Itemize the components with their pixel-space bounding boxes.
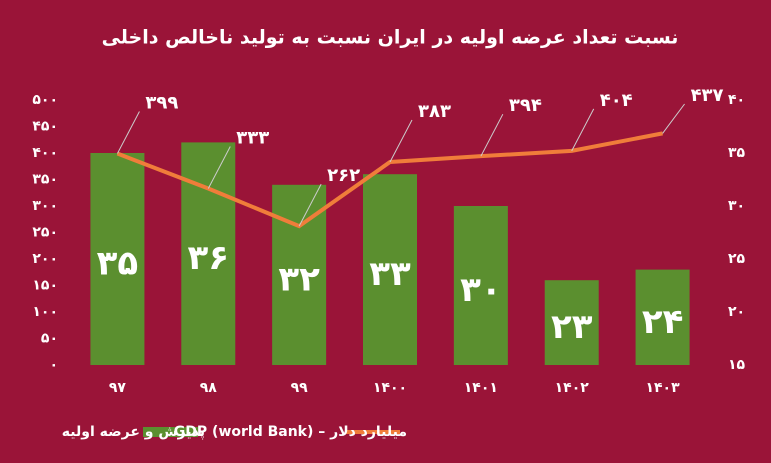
y-tick-label: ۲۵۰	[32, 225, 58, 241]
y-tick-label: ۵۰۰	[32, 92, 58, 108]
line-value-label: ۳۹۹	[145, 93, 178, 114]
legend-swatch	[143, 427, 198, 437]
x-tick-label: ۹۷	[109, 380, 127, 396]
leader-line	[207, 146, 231, 189]
y-tick-label: ۱۵۰	[32, 278, 58, 294]
line-value-label: ۳۸۳	[418, 101, 451, 122]
legend-label: پذیرش و عرضه اولیه	[62, 424, 205, 440]
y2-tick-label: ۴۰	[728, 92, 745, 108]
line-value-label: ۴۳۷	[691, 85, 724, 106]
bar-value-label: ۳۶	[188, 238, 230, 278]
y-tick-label: ۴۵۰	[32, 119, 58, 135]
y2-tick-label: ۳۰	[728, 198, 745, 214]
y-tick-label: ۱۰۰	[32, 304, 58, 320]
y-tick-label: ۰	[49, 357, 58, 373]
line-value-label: ۲۶۲	[327, 165, 360, 186]
bar	[453, 206, 508, 365]
x-tick-label: ۱۴۰۰	[373, 380, 407, 396]
bar-value-label: ۳۳	[369, 254, 411, 294]
bar	[635, 269, 690, 365]
leader-line	[662, 103, 685, 134]
bar	[90, 153, 145, 365]
leader-line	[389, 119, 413, 163]
bar	[363, 174, 417, 365]
bar-value-label: ۳۲	[278, 259, 320, 299]
y-tick-label: ۵۰	[41, 331, 58, 347]
bar-value-label: ۳۵	[97, 244, 139, 284]
x-tick-label: ۹۸	[200, 380, 218, 396]
chart-title: نسبت تعداد عرضه اولیه در ایران نسبت به ت…	[102, 27, 679, 49]
x-tick-label: ۱۴۰۱	[464, 380, 498, 396]
leader-line	[571, 108, 595, 152]
y-tick-label: ۳۰۰	[32, 198, 58, 214]
leader-line	[480, 113, 504, 157]
y-tick-label: ۳۵۰	[32, 172, 58, 188]
x-tick-label: ۱۴۰۳	[645, 380, 680, 396]
bar-value-label: ۲۳	[551, 307, 593, 347]
y-tick-label: ۴۰۰	[32, 145, 58, 161]
x-tick-label: ۱۴۰۲	[555, 380, 590, 396]
legend-label: میلیارد دلار – GDP (world Bank)	[174, 424, 407, 440]
y2-tick-label: ۱۵	[728, 357, 746, 373]
bar-value-label: ۲۴	[642, 302, 684, 342]
leader-line	[116, 111, 140, 154]
line-value-label: ۴۰۴	[600, 90, 633, 111]
line-value-label: ۳۹۴	[509, 95, 542, 116]
y-tick-label: ۲۰۰	[32, 251, 58, 267]
bar	[544, 280, 599, 365]
line-value-label: ۳۳۳	[236, 128, 269, 149]
y2-tick-label: ۲۰	[728, 304, 745, 320]
y2-tick-label: ۲۵	[728, 251, 746, 267]
leader-line	[298, 183, 322, 227]
y2-tick-label: ۳۵	[728, 145, 746, 161]
x-tick-label: ۹۹	[291, 380, 309, 396]
bar-value-label: ۳۰	[460, 270, 502, 310]
